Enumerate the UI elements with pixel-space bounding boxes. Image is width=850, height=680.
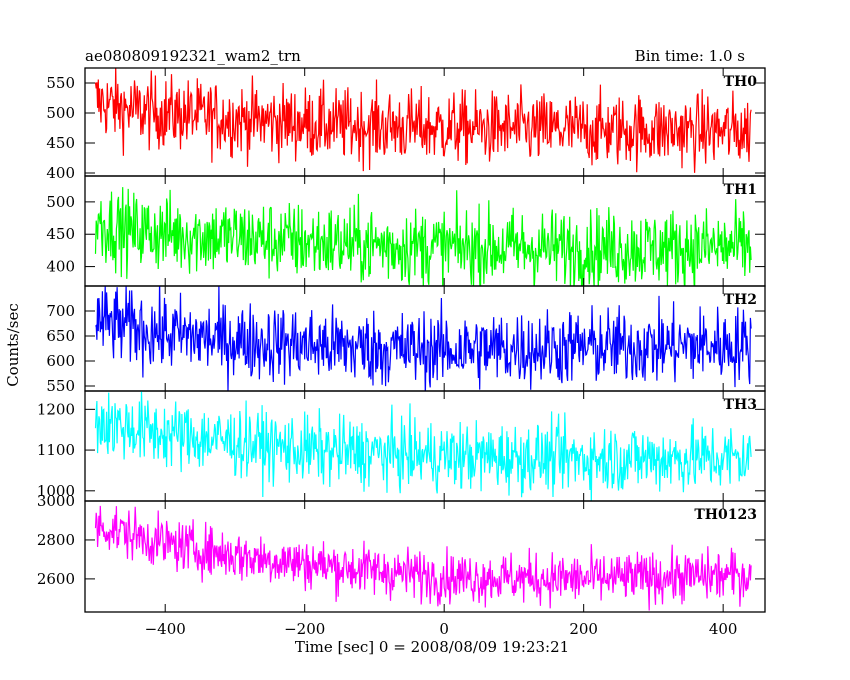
y-tick-label: 1100 <box>37 441 75 459</box>
y-tick-label: 700 <box>46 302 75 320</box>
x-axis: −400 −200 0 200 400 <box>145 620 738 638</box>
panels: 400 450 500 550 TH0 400 450 500 TH1 550 600 650 700 T… <box>37 67 766 613</box>
x-tick-label: 200 <box>569 620 598 638</box>
series-line-th3 <box>94 391 752 501</box>
y-tick-label: 450 <box>46 134 75 152</box>
panel-label: TH0 <box>724 74 758 90</box>
panel-frame <box>84 500 766 613</box>
y-tick-label: 650 <box>46 327 75 345</box>
panel-label: TH1 <box>724 182 757 198</box>
x-tick-label: −400 <box>145 620 186 638</box>
y-tick-label: 2600 <box>37 570 75 588</box>
panel-label: TH0123 <box>694 507 757 523</box>
y-tick-label: 1200 <box>37 400 75 418</box>
chart-title: ae080809192321_wam2_trn <box>85 47 301 65</box>
y-tick-label: 3000 <box>37 492 75 510</box>
panel-label: TH2 <box>724 292 757 308</box>
x-axis-label: Time [sec] 0 = 2008/08/09 19:23:21 <box>295 638 569 656</box>
series-line-th0123 <box>94 505 752 611</box>
panel-th0123: 2600 2800 3000 TH0123 <box>37 492 766 613</box>
y-tick-label: 500 <box>46 104 75 122</box>
y-tick-label: 600 <box>46 352 75 370</box>
panel-th0: 400 450 500 550 TH0 <box>46 67 766 182</box>
panel-th2: 550 600 650 700 TH2 <box>46 285 766 395</box>
y-tick-label: 500 <box>46 193 75 211</box>
panel-th3: 1000 1100 1200 TH3 <box>37 390 766 502</box>
bin-time-label: Bin time: 1.0 s <box>635 47 745 65</box>
series-line-th0 <box>94 68 752 173</box>
series-line-th1 <box>94 187 752 286</box>
y-tick-label: 450 <box>46 225 75 243</box>
y-tick-label: 2800 <box>37 531 75 549</box>
y-tick-label: 400 <box>46 258 75 276</box>
x-tick-label: 400 <box>709 620 738 638</box>
y-tick-label: 550 <box>46 377 75 395</box>
y-tick-label: 1000 <box>37 482 75 500</box>
y-tick-label: 550 <box>46 74 75 92</box>
series-line-th2 <box>95 286 752 391</box>
panel-label: TH3 <box>724 397 757 413</box>
panel-th1: 400 450 500 TH1 <box>46 175 766 287</box>
x-tick-label: −200 <box>284 620 325 638</box>
x-tick-label: 0 <box>439 620 449 638</box>
y-axis-label: Counts/sec <box>4 303 22 387</box>
y-tick-label: 400 <box>46 164 75 182</box>
